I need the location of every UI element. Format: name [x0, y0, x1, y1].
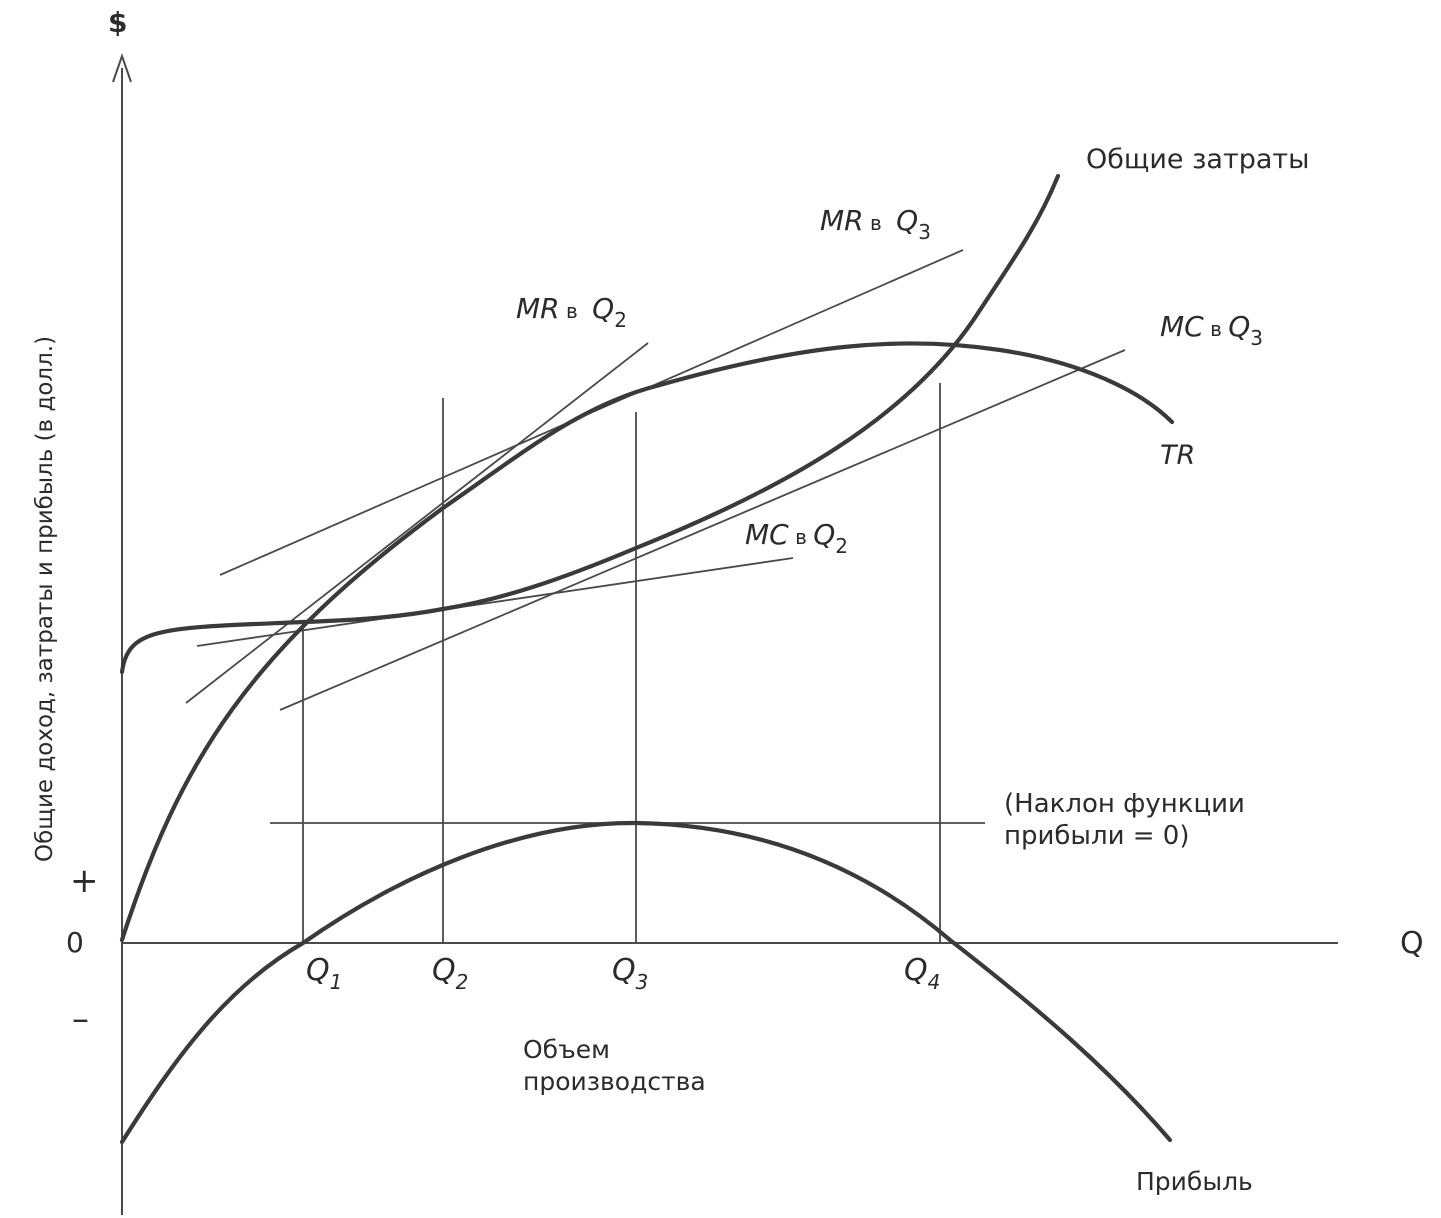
mc-q3-tangent-line — [279, 349, 1126, 711]
y-sign-plus: + — [70, 861, 99, 901]
x-axis-symbol: Q — [1400, 926, 1424, 961]
y-axis-title: Общие доход, затраты и прибыль (в долл.) — [32, 336, 58, 862]
mr-q2-tangent-line — [185, 342, 649, 704]
total-cost-curve — [119, 173, 1061, 675]
mr-q3-label: MR в Q3 — [820, 204, 931, 244]
mc-q2-label: MC в Q2 — [745, 518, 848, 558]
mr-q2-label: MR в Q2 — [516, 292, 627, 332]
total-revenue-curve — [119, 341, 1175, 943]
profit-curve — [119, 820, 1173, 1145]
mc-q3-label: MC в Q3 — [1160, 310, 1263, 350]
y-sign-zero: 0 — [66, 926, 84, 959]
y-axis-arrow — [112, 52, 132, 83]
x-axis-title-line1: Объем — [523, 1035, 610, 1064]
slope-note-line1: (Наклон функции — [1004, 789, 1245, 819]
q3-label: Q3 — [612, 953, 648, 994]
q4-label: Q4 — [904, 953, 940, 994]
slope-note-line2: прибыли = 0) — [1004, 821, 1189, 851]
q2-label: Q2 — [432, 953, 468, 994]
q1-label: Q1 — [306, 953, 342, 994]
profit-label: Прибыль — [1136, 1167, 1253, 1196]
x-axis-title-line2: производства — [523, 1067, 706, 1096]
total-cost-label: Общие затраты — [1086, 144, 1309, 175]
mc-q2-tangent-line — [196, 557, 794, 647]
y-axis-unit: $ — [108, 6, 127, 39]
total-revenue-label: TR — [1160, 440, 1195, 471]
y-sign-minus: – — [72, 999, 89, 1039]
